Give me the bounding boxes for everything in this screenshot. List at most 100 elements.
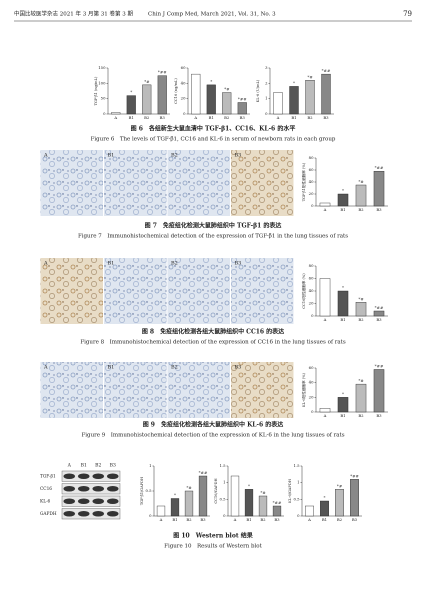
y-tick-label: 40 [309,179,314,184]
caption-en: Figure 6 The levels of TGF-β1, CC16 and … [91,137,336,143]
micrograph [231,258,294,324]
caption-cn: 图 9 免疫组化检测各组大鼠肺组织中 KL-6 的表达 [143,421,284,429]
x-tick-label: A [193,115,197,120]
significance-marker: * [324,495,326,500]
y-tick-label: 0 [297,513,300,518]
significance-marker: * [293,80,295,85]
x-tick-label: B1 [246,517,251,522]
micrograph [167,258,230,324]
blot-band [63,486,76,492]
y-axis-label: TGF-β1阳性细胞率 (%) [301,162,306,201]
x-tick-label: B2 [358,413,364,418]
significance-marker: *## [375,363,384,368]
significance-marker: *## [375,165,384,170]
panel-label: B1 [108,261,115,267]
significance-marker: *# [260,490,266,495]
band-label: CC16 [40,487,52,492]
x-tick-label: B2 [358,207,364,212]
significance-marker: *# [144,79,150,84]
bar [373,310,385,317]
x-tick-label: A [276,115,280,120]
significance-marker: * [248,483,250,488]
bar [170,498,180,517]
y-tick-label: 20 [309,301,314,306]
bar [337,193,349,207]
bar [305,80,315,115]
y-tick-label: 20 [181,96,186,101]
lane-label: B2 [95,463,101,469]
y-tick-label: 50 [101,96,106,101]
y-tick-label: 1 [149,463,151,468]
blot-band [92,511,105,517]
significance-marker: *# [358,296,364,301]
blot-band [92,486,105,492]
band-label: KL-6 [40,499,51,504]
panel-label: B2 [171,365,178,371]
bar [156,505,166,517]
micrograph [40,362,103,418]
significance-marker: * [342,391,344,396]
significance-marker: * [342,285,344,290]
y-tick-label: 150 [98,65,106,70]
micrograph [104,362,167,418]
panel-label: A [43,153,48,159]
blot-band [77,486,90,492]
x-tick-label: B3 [160,115,166,120]
x-tick-label: B1 [340,207,345,212]
blot-band [106,498,119,504]
x-tick-label: B2 [307,115,313,120]
y-axis-label: TGF-β1/GAPDH [140,477,144,505]
bar [320,500,329,517]
blot-strip [61,470,121,482]
panel-label: B3 [235,261,242,267]
blot-band [92,498,105,504]
y-tick-label: 1 [223,480,225,485]
significance-marker: *## [158,70,167,75]
x-tick-label: A [323,207,327,212]
significance-marker: * [130,90,132,95]
bar [184,490,194,517]
significance-marker: *## [322,68,331,73]
panel-label: B3 [235,365,242,371]
x-tick-label: B3 [323,115,329,120]
blot-band [63,498,76,504]
bar [222,92,232,115]
caption-en: Figure 8 Immunohistochemical detection o… [80,340,346,346]
panel-label: B2 [171,153,178,159]
x-tick-label: B1 [209,115,214,120]
y-axis-label: KL-6 (U/mL) [256,79,260,102]
significance-marker: *## [273,500,282,505]
y-tick-label: 0 [265,111,268,116]
x-tick-label: B3 [200,517,206,522]
blot-band [63,473,76,479]
x-tick-label: B1 [340,317,345,322]
y-axis-label: KL-6/GAPDH [288,479,292,503]
bar [111,112,121,115]
bar [126,95,136,115]
band-label: TGF-β1 [40,474,56,479]
y-tick-label: 40 [181,80,186,85]
bar [373,170,385,207]
y-tick-label: 0 [223,513,226,518]
significance-marker: *## [199,470,208,475]
x-tick-label: B3 [376,207,382,212]
significance-marker: *# [224,87,230,92]
significance-marker: *# [358,378,364,383]
y-tick-label: 20 [309,191,314,196]
significance-marker: *# [307,74,313,79]
y-tick-label: 0.5 [145,488,152,493]
y-tick-label: 3 [265,65,268,70]
blot-band [106,511,119,517]
bar [319,278,331,317]
x-tick-label: B2 [337,517,343,522]
significance-marker: *# [358,179,364,184]
bar [272,505,282,517]
x-tick-label: B2 [144,115,150,120]
blot-band [77,498,90,504]
significance-marker: * [210,79,212,84]
header-journal-en: Chin J Comp Med, March 2021, Vol. 31, No… [148,12,276,18]
bar [355,383,367,413]
bar [142,84,152,115]
lane-label: B3 [110,463,116,469]
y-tick-label: 100 [98,80,106,85]
